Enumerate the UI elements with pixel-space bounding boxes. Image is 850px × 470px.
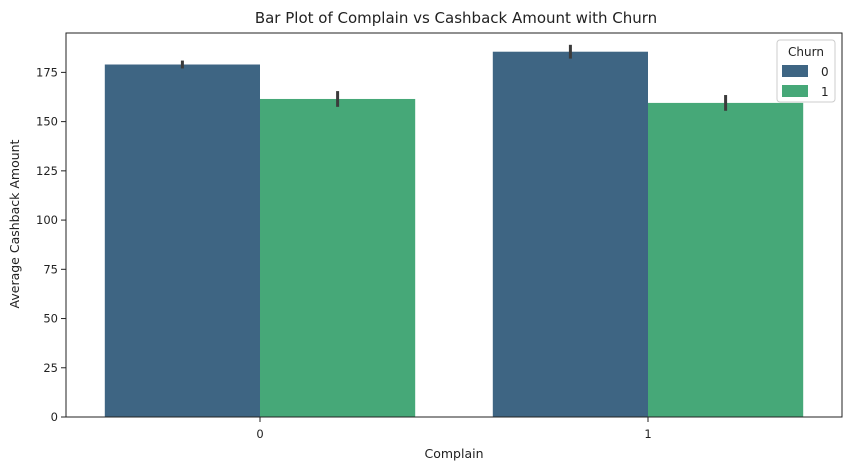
legend: Churn 0 1 <box>776 39 836 103</box>
bars-layer <box>104 51 804 418</box>
plot-frame <box>65 32 843 418</box>
error-bars-layer <box>180 44 728 111</box>
y-tick-label: 50 <box>43 312 58 326</box>
chart-title: Bar Plot of Complain vs Cashback Amount … <box>255 9 657 27</box>
y-tick-label: 150 <box>36 115 58 129</box>
y-axis-label: Average Cashback Amount <box>7 139 22 308</box>
y-tick-label: 125 <box>36 164 58 178</box>
bar-complain-1-churn-0 <box>492 51 648 417</box>
y-tick-label: 175 <box>36 65 58 79</box>
legend-swatch-0 <box>782 65 808 77</box>
y-tick-label: 75 <box>43 262 58 276</box>
legend-title: Churn <box>788 45 824 59</box>
legend-swatch-1 <box>782 85 808 97</box>
y-tick-label: 25 <box>43 361 58 375</box>
legend-label-0: 0 <box>821 65 829 79</box>
x-axis-label: Complain <box>424 446 483 461</box>
bar-complain-0-churn-1 <box>260 98 416 417</box>
legend-label-1: 1 <box>821 85 829 99</box>
y-tick-label: 100 <box>36 213 58 227</box>
x-tick-label: 1 <box>644 427 651 441</box>
y-tick-label: 0 <box>51 410 58 424</box>
x-tick-label: 0 <box>256 427 263 441</box>
axes-layer: 0 1 0 25 50 75 100 125 150 175 <box>36 32 843 441</box>
bar-complain-0-churn-0 <box>104 64 260 417</box>
bar-complain-1-churn-1 <box>648 102 804 418</box>
